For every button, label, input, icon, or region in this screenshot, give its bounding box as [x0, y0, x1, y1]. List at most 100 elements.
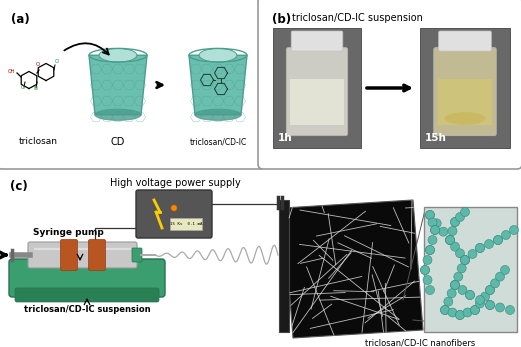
Circle shape [451, 280, 460, 289]
Circle shape [171, 205, 177, 211]
FancyBboxPatch shape [136, 190, 212, 238]
Text: (a): (a) [11, 13, 30, 26]
Circle shape [440, 305, 450, 314]
Circle shape [468, 249, 477, 259]
Circle shape [470, 305, 479, 314]
Circle shape [486, 301, 494, 310]
Circle shape [428, 218, 437, 227]
Circle shape [428, 236, 437, 245]
FancyBboxPatch shape [0, 0, 265, 169]
Circle shape [476, 299, 485, 308]
Circle shape [455, 311, 465, 320]
Circle shape [430, 226, 440, 235]
Circle shape [490, 279, 500, 288]
Text: (b): (b) [272, 13, 291, 26]
FancyBboxPatch shape [424, 207, 517, 332]
Circle shape [455, 311, 465, 320]
Text: triclosan: triclosan [19, 137, 57, 146]
Circle shape [458, 286, 467, 295]
Circle shape [426, 245, 435, 254]
Circle shape [465, 290, 475, 299]
Text: O: O [36, 62, 40, 67]
Circle shape [476, 296, 485, 305]
FancyBboxPatch shape [132, 248, 142, 262]
Circle shape [486, 301, 494, 310]
Circle shape [493, 236, 502, 245]
Circle shape [420, 265, 429, 274]
Polygon shape [283, 200, 423, 338]
Circle shape [501, 265, 510, 274]
Text: triclosan/CD-IC suspension: triclosan/CD-IC suspension [292, 13, 423, 23]
Circle shape [426, 211, 435, 220]
Circle shape [423, 276, 432, 285]
Circle shape [426, 211, 435, 220]
Circle shape [451, 242, 460, 251]
Circle shape [451, 280, 460, 289]
Circle shape [423, 255, 432, 264]
FancyBboxPatch shape [15, 288, 159, 302]
Text: Cl: Cl [21, 85, 26, 90]
FancyBboxPatch shape [287, 48, 348, 136]
Bar [273, 28, 361, 148]
Text: 1h: 1h [278, 133, 293, 143]
Circle shape [461, 255, 469, 264]
Text: High voltage power supply: High voltage power supply [109, 178, 240, 188]
Circle shape [448, 227, 457, 236]
Circle shape [476, 244, 485, 253]
Circle shape [461, 255, 469, 264]
Circle shape [440, 305, 450, 314]
Circle shape [445, 236, 454, 245]
Circle shape [451, 218, 460, 227]
Circle shape [502, 230, 511, 239]
Circle shape [470, 305, 479, 314]
Circle shape [426, 245, 435, 254]
Circle shape [445, 236, 454, 245]
Text: CD: CD [111, 137, 125, 147]
Ellipse shape [444, 112, 486, 125]
Ellipse shape [195, 109, 241, 120]
Ellipse shape [99, 49, 137, 62]
Circle shape [486, 286, 494, 295]
Bar [420, 28, 510, 148]
Polygon shape [279, 200, 289, 332]
FancyBboxPatch shape [439, 31, 491, 51]
FancyBboxPatch shape [258, 0, 521, 169]
Circle shape [476, 244, 485, 253]
Text: 15h: 15h [425, 133, 447, 143]
Circle shape [432, 219, 441, 228]
Circle shape [493, 236, 502, 245]
Circle shape [430, 226, 440, 235]
Circle shape [465, 290, 475, 299]
Circle shape [486, 286, 494, 295]
Circle shape [444, 297, 453, 306]
Circle shape [455, 212, 465, 221]
Circle shape [420, 265, 429, 274]
FancyBboxPatch shape [9, 259, 165, 297]
Circle shape [451, 218, 460, 227]
Text: Syringe pump: Syringe pump [33, 228, 103, 237]
Circle shape [461, 208, 469, 217]
Circle shape [454, 272, 463, 281]
Circle shape [463, 308, 472, 317]
Text: Cl: Cl [55, 59, 59, 64]
Ellipse shape [199, 49, 237, 62]
Circle shape [445, 236, 454, 245]
Circle shape [480, 292, 490, 301]
Text: 15 Kv  0.1 mA: 15 Kv 0.1 mA [170, 222, 202, 226]
Bar [438, 79, 492, 125]
FancyBboxPatch shape [434, 48, 496, 136]
Text: triclosan/CD-IC: triclosan/CD-IC [189, 137, 246, 146]
Ellipse shape [95, 109, 141, 120]
Bar [290, 79, 344, 125]
Circle shape [495, 303, 504, 312]
Circle shape [451, 280, 460, 289]
FancyBboxPatch shape [60, 239, 78, 271]
FancyBboxPatch shape [291, 31, 343, 51]
Text: OH: OH [7, 69, 15, 74]
Polygon shape [189, 55, 247, 115]
Circle shape [510, 226, 518, 235]
Circle shape [485, 239, 493, 248]
Bar [170, 218, 202, 230]
Text: Cl: Cl [34, 86, 39, 91]
Text: (c): (c) [10, 180, 28, 193]
